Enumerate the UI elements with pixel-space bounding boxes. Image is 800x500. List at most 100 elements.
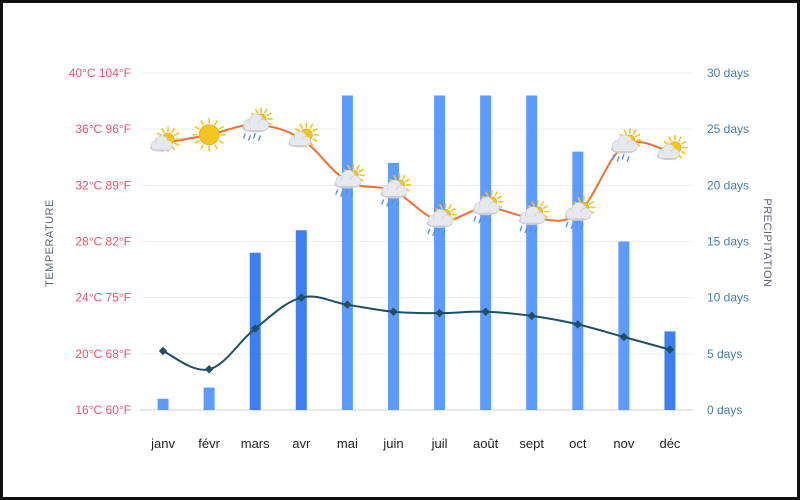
rain-drop — [340, 191, 344, 197]
cloud-body — [382, 189, 405, 196]
rain-drop — [626, 156, 630, 162]
sun-ray — [496, 195, 502, 200]
partly-sunny-icon — [656, 134, 688, 161]
sun-ray — [668, 136, 672, 142]
low-temperature-point — [665, 345, 675, 354]
weather-icons — [149, 107, 688, 237]
rain-drop — [432, 230, 436, 237]
sun-ray — [635, 133, 641, 138]
sun-ray — [174, 142, 180, 147]
sun-disc — [198, 124, 220, 146]
precipitation-bars — [157, 95, 676, 410]
sun-ray — [681, 140, 687, 145]
sun-ray — [194, 139, 200, 144]
x-tick-label: janv — [150, 436, 175, 451]
rain-cloud-icon — [610, 128, 642, 162]
sun-ray — [531, 201, 536, 207]
precipitation-bar — [572, 151, 584, 410]
rain-drop — [575, 221, 579, 228]
cloud-body — [474, 206, 497, 213]
left-axis: 40°C 104°F 36°C 96°F 32°C 89°F 28°C 82°F 24°… — [44, 66, 131, 417]
precipitation-bar — [203, 387, 215, 410]
low-temperature-point — [297, 293, 306, 302]
left-axis-title: TEMPERATURE — [44, 199, 56, 287]
sun-ray — [404, 178, 410, 183]
gridlines — [140, 72, 693, 411]
low-temperature-point — [250, 324, 260, 333]
sun-ray — [448, 204, 452, 210]
x-tick-label: nov — [613, 436, 634, 451]
sun-ray — [356, 164, 360, 170]
sun-ray — [218, 125, 224, 130]
rain-drop — [391, 199, 395, 205]
precipitation-bar — [434, 95, 446, 410]
rain-drop — [570, 223, 574, 230]
precipitation-bar — [480, 95, 492, 410]
weather-chart: 40°C 104°F 36°C 96°F 32°C 89°F 28°C 82°F 24°… — [44, 66, 773, 451]
sun-ray — [681, 150, 687, 155]
low-temperature-point — [481, 307, 490, 316]
rain-drop — [473, 216, 477, 222]
rain-cloud-icon — [380, 173, 412, 207]
rain-drop — [427, 228, 431, 235]
sun-ray — [295, 128, 301, 132]
rain-drop — [396, 201, 400, 207]
sun-ray — [623, 129, 628, 135]
rain-drop — [529, 225, 533, 232]
low-temperature-line — [162, 295, 671, 371]
sun-ray — [450, 208, 456, 212]
x-tick-label: juin — [382, 436, 403, 451]
sun-ray — [358, 168, 364, 173]
rain-drop — [488, 218, 492, 224]
right-tick-label: 20 days — [707, 178, 749, 192]
x-tick-label: mai — [337, 436, 358, 451]
precipitation-bar — [618, 241, 630, 410]
sun-ray — [312, 138, 318, 142]
sun-ray — [171, 128, 175, 134]
sun-ray — [494, 191, 498, 197]
low-temperature-point — [343, 300, 352, 309]
sun-ray — [214, 120, 218, 126]
rain-drop — [616, 156, 620, 162]
sun-ray — [312, 128, 318, 132]
sun-ray — [214, 144, 218, 150]
precipitation-bar — [341, 95, 353, 410]
right-axis-title: PRECIPITATION — [761, 198, 773, 287]
sun-ray — [299, 123, 304, 129]
high-temperature-series — [162, 123, 671, 222]
cloud-body — [336, 180, 359, 187]
rain-drop — [248, 135, 251, 141]
rain-cloud-icon — [426, 202, 458, 237]
rain-drop — [350, 191, 354, 197]
cloud-body — [244, 123, 267, 130]
right-tick-label: 0 days — [707, 403, 742, 417]
rain-drop — [524, 227, 528, 234]
sun-ray — [266, 112, 272, 117]
right-tick-label: 30 days — [707, 66, 749, 80]
cloud-body — [151, 144, 171, 150]
rain-drop — [386, 201, 390, 207]
cloud-body — [428, 219, 451, 226]
rain-drop — [519, 225, 523, 232]
sun-ray — [540, 201, 545, 207]
left-tick-label: 20°C 68°F — [75, 347, 131, 361]
sun-ray — [393, 174, 397, 180]
x-tick-label: févr — [198, 436, 220, 451]
sun-ray — [347, 164, 351, 170]
sun-ray — [402, 174, 406, 180]
cloud-body — [520, 216, 543, 223]
right-axis: 30 days 25 days 20 days 15 days 10 days 5 day… — [707, 66, 773, 417]
sun-ray — [156, 132, 162, 137]
precipitation-bar — [387, 162, 399, 410]
sun-ray — [632, 129, 637, 135]
low-temperature-point — [158, 346, 168, 356]
rain-cloud-icon — [472, 190, 504, 224]
x-tick-label: sept — [519, 436, 544, 451]
x-tick-label: août — [473, 436, 499, 451]
sun-ray — [586, 197, 591, 203]
sun-ray — [161, 128, 165, 134]
x-axis: janv févr mars avr mai juin juil août sept oct nov… — [150, 436, 681, 451]
low-temperature-point — [204, 365, 214, 374]
sun-ray — [485, 191, 489, 197]
rain-cloud-icon — [242, 107, 274, 141]
